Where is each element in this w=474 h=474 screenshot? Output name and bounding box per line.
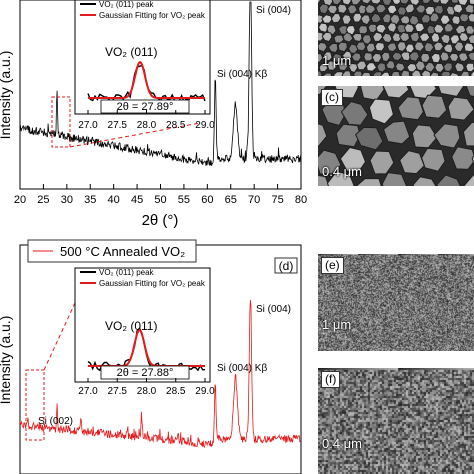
lower-inset-legend-1: VO₂ (011) peak (99, 268, 155, 277)
upper-x-tick-label: 80 (295, 194, 307, 206)
sem-grain (338, 42, 347, 52)
sem-grain (453, 4, 463, 13)
sem-grain (364, 53, 373, 61)
upper-inset-peak-label: VO₂ (011) (105, 45, 157, 59)
upper-x-tick-label: 60 (201, 194, 213, 206)
sem-grain (422, 95, 447, 118)
upper-si004kb-label: Si (004) Kβ (217, 69, 267, 80)
inset-x-tick-label: 28.5 (166, 120, 186, 131)
lower-inset-peak-label: VO₂ (011) (105, 319, 157, 333)
inset-x-tick-label: 29.0 (195, 120, 215, 131)
upper-y-axis-label: Intensity (a.u.) (0, 51, 13, 140)
sem-b-scale-label: 1 μm (322, 53, 351, 68)
upper-x-tick-label: 70 (248, 194, 260, 206)
sem-grain (377, 63, 386, 72)
upper-x-tick-label: 25 (37, 194, 49, 206)
lower-inset-peak-value: 2θ = 27.88° (117, 367, 174, 379)
sem-grain (464, 43, 474, 52)
upper-x-tick-label: 65 (225, 194, 237, 206)
inset-x-tick-label: 29.0 (195, 386, 215, 397)
sem-grain (452, 147, 474, 170)
panel-tag-c: (c) (321, 89, 343, 106)
inset-x-tick-label: 28.0 (137, 386, 157, 397)
sem-grain (410, 32, 419, 42)
sem-f-scale-label: 0.4 μm (322, 436, 362, 451)
sem-grain (392, 72, 401, 77)
upper-x-tick-label: 30 (61, 194, 73, 206)
upper-x-axis-label: 2θ (°) (142, 212, 179, 229)
sem-grain (415, 23, 425, 32)
inset-x-tick-label: 28.0 (137, 120, 157, 131)
sem-grain (319, 23, 329, 32)
sem-grain (348, 5, 358, 14)
sem-grain (400, 0, 409, 4)
upper-x-tick-label: 20 (14, 194, 26, 206)
upper-x-tick-label: 75 (271, 194, 283, 206)
upper-panel: 20 25 30 35 40 45 50 55 60 65 70 75 80 Intensity (a.… (0, 0, 307, 229)
sem-grain (466, 63, 474, 72)
upper-x-tick-label: 40 (108, 194, 120, 206)
upper-inset-legend-2: Gaussian Fitting for VO₂ peak (99, 11, 206, 20)
sem-grain (440, 52, 449, 61)
upper-inset-peak-value: 2θ = 27.89° (117, 101, 174, 113)
sem-grain (342, 15, 351, 25)
inset-x-tick-label: 27.5 (108, 386, 128, 397)
inset-x-tick-label: 27.0 (78, 120, 98, 131)
panel-tag-e: (e) (321, 257, 344, 274)
sem-grain (452, 16, 460, 25)
sem-grain (356, 42, 366, 51)
sem-grain (455, 62, 465, 71)
panel-tag-f: (f) (321, 371, 340, 388)
inset-x-tick-label: 28.5 (166, 386, 186, 397)
lower-panel: Intensity (a.u.) 500 °C Annealed VO₂ (d)… (0, 240, 301, 474)
panel-tag-d: (d) (279, 259, 294, 273)
lower-inset-legend-2: Gaussian Fitting for VO₂ peak (99, 279, 206, 288)
upper-inset-legend-1: VO₂ (011) peak (99, 0, 155, 9)
inset-x-tick-label: 27.0 (78, 386, 98, 397)
sem-grain (359, 26, 368, 34)
sem-e-scale-label: 1 μm (322, 317, 351, 332)
sem-grain (444, 23, 453, 32)
sem-grain (404, 24, 414, 33)
inset-x-tick-label: 27.5 (108, 120, 128, 131)
sem-image-f: (f) 0.4 μm (318, 368, 474, 474)
upper-x-tick-label: 50 (154, 194, 166, 206)
upper-si004-label: Si (004) (256, 5, 291, 16)
lower-zoom-line (44, 303, 75, 370)
lower-y-axis-label: Intensity (a.u.) (0, 316, 13, 405)
sem-image-c: (c) 0.4 μm (318, 86, 474, 186)
lower-legend-label: 500 °C Annealed VO₂ (60, 244, 185, 259)
lower-inset: VO₂ (011) peak Gaussian Fitting for VO₂ … (75, 268, 215, 397)
upper-x-tick-label: 35 (84, 194, 96, 206)
sem-image-b: 1 μm (318, 0, 474, 76)
lower-si004kb-label: Si (004) Kβ (217, 363, 267, 374)
sem-noise-texture-f (318, 368, 474, 474)
sem-image-e: (e) 1 μm (318, 254, 474, 351)
sem-grain (375, 42, 384, 51)
upper-x-tick-label: 45 (131, 194, 143, 206)
sem-grain (469, 0, 474, 5)
sem-c-scale-label: 0.4 μm (322, 164, 362, 179)
upper-inset: VO₂ (011) peak Gaussian Fitting for VO₂ … (75, 0, 215, 131)
sem-grain (366, 43, 375, 52)
upper-x-ticks: 20 25 30 35 40 45 50 55 60 65 70 75 80 (14, 184, 307, 206)
lower-si002-label: Si (002) (38, 416, 73, 427)
lower-si004-label: Si (004) (256, 304, 291, 315)
upper-x-tick-label: 55 (178, 194, 190, 206)
